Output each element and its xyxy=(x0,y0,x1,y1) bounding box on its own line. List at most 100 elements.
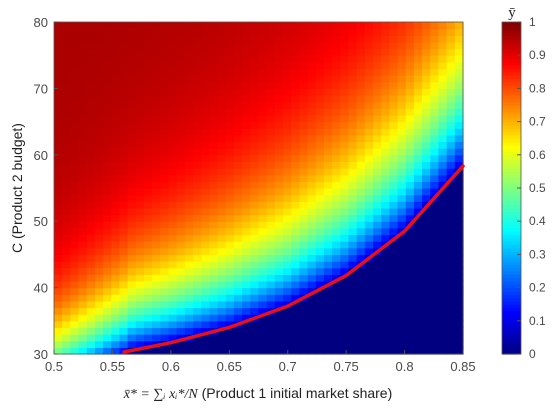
heatmap-cell xyxy=(283,247,292,255)
heatmap-cell xyxy=(78,241,88,249)
heatmap-cell xyxy=(160,214,170,222)
heatmap-cell xyxy=(103,28,112,36)
heatmap-cell xyxy=(332,134,341,143)
heatmap-cell xyxy=(389,114,399,123)
heatmap-cell xyxy=(168,81,178,89)
colorbar-swatch xyxy=(502,300,521,305)
heatmap-cell xyxy=(160,88,170,96)
heatmap-cell xyxy=(364,22,374,30)
heatmap-cell xyxy=(86,55,96,63)
heatmap-cell xyxy=(283,314,292,322)
heatmap-cell xyxy=(94,75,104,83)
heatmap-cell xyxy=(242,61,251,70)
heatmap-cell xyxy=(340,61,350,70)
colorbar-swatch xyxy=(502,151,521,156)
heatmap-cell xyxy=(250,61,260,70)
heatmap-cell xyxy=(413,294,423,302)
heatmap-cell xyxy=(94,161,104,169)
heatmap-cell xyxy=(168,188,178,196)
heatmap-cell xyxy=(323,188,333,196)
heatmap-cell xyxy=(94,274,104,282)
heatmap-cell xyxy=(454,174,464,182)
heatmap-cell xyxy=(225,254,235,262)
heatmap-cell xyxy=(422,294,431,302)
heatmap-cell xyxy=(266,88,276,96)
heatmap-cell xyxy=(250,35,260,43)
heatmap-cell xyxy=(274,300,284,309)
heatmap-cell xyxy=(168,35,178,43)
heatmap-cell xyxy=(299,148,309,156)
heatmap-cell xyxy=(291,154,300,163)
heatmap-cell xyxy=(413,194,423,202)
heatmap-cell xyxy=(119,134,129,143)
heatmap-cell xyxy=(217,28,227,36)
heatmap-cell xyxy=(405,88,415,96)
heatmap-cell xyxy=(152,154,161,163)
heatmap-cell xyxy=(405,148,415,156)
heatmap-cell xyxy=(242,287,251,295)
heatmap-cell xyxy=(332,28,341,36)
heatmap-cell xyxy=(217,221,227,229)
heatmap-cell xyxy=(70,201,80,209)
heatmap-cell xyxy=(438,280,448,289)
heatmap-cell xyxy=(225,114,235,123)
heatmap-cell xyxy=(323,234,333,242)
heatmap-cell xyxy=(446,194,456,202)
heatmap-cell xyxy=(446,300,456,309)
colorbar-swatch xyxy=(502,164,521,169)
heatmap-cell xyxy=(454,154,464,163)
heatmap-cell xyxy=(274,121,284,129)
heatmap-cell xyxy=(62,207,71,216)
heatmap-cell xyxy=(266,75,276,83)
heatmap-cell xyxy=(405,48,415,56)
heatmap-cell xyxy=(291,201,300,209)
heatmap-cell xyxy=(381,108,390,116)
heatmap-cell xyxy=(454,41,464,50)
heatmap-cell xyxy=(356,121,366,129)
heatmap-cell xyxy=(233,161,243,169)
colorbar-swatch xyxy=(502,168,521,172)
heatmap-cell xyxy=(209,267,219,275)
heatmap-cell xyxy=(397,207,407,216)
heatmap-cell xyxy=(381,154,390,163)
heatmap-cell xyxy=(356,327,366,335)
heatmap-cell xyxy=(340,194,350,202)
heatmap-cell xyxy=(103,300,112,309)
heatmap-cell xyxy=(332,108,341,116)
heatmap-cell xyxy=(70,207,80,216)
heatmap-cell xyxy=(283,22,292,30)
heatmap-cell xyxy=(430,95,440,103)
heatmap-cell xyxy=(152,121,161,129)
heatmap-cell xyxy=(233,95,243,103)
heatmap-cell xyxy=(430,267,440,275)
heatmap-cell xyxy=(217,267,227,275)
heatmap-cell xyxy=(291,247,300,255)
heatmap-cell xyxy=(413,181,423,189)
heatmap-cell xyxy=(364,274,374,282)
heatmap-cell xyxy=(250,41,260,50)
heatmap-cell xyxy=(86,75,96,83)
heatmap-cell xyxy=(340,161,350,169)
heatmap-cell xyxy=(78,55,88,63)
colorbar-ticks: 00.10.20.30.40.50.60.70.80.91 xyxy=(517,15,546,361)
heatmap-cell xyxy=(209,254,219,262)
heatmap-cell xyxy=(111,28,121,36)
heatmap-cell xyxy=(291,287,300,295)
colorbar-swatch xyxy=(502,138,521,143)
heatmap-cell xyxy=(103,227,112,236)
heatmap-cell xyxy=(127,128,137,136)
heatmap-cell xyxy=(94,108,104,116)
heatmap-cell xyxy=(315,28,325,36)
heatmap-cell xyxy=(373,267,382,275)
heatmap-cell xyxy=(446,207,456,216)
colorbar-swatch xyxy=(502,148,521,153)
heatmap-cell xyxy=(315,347,325,355)
colorbar-swatch xyxy=(502,75,521,80)
heatmap-cell xyxy=(266,55,276,63)
heatmap-cell xyxy=(323,161,333,169)
colorbar-swatch xyxy=(502,274,521,279)
heatmap-cell xyxy=(127,81,137,89)
heatmap-cell xyxy=(143,134,153,143)
heatmap-cell xyxy=(119,41,129,50)
heatmap-cell xyxy=(86,161,96,169)
